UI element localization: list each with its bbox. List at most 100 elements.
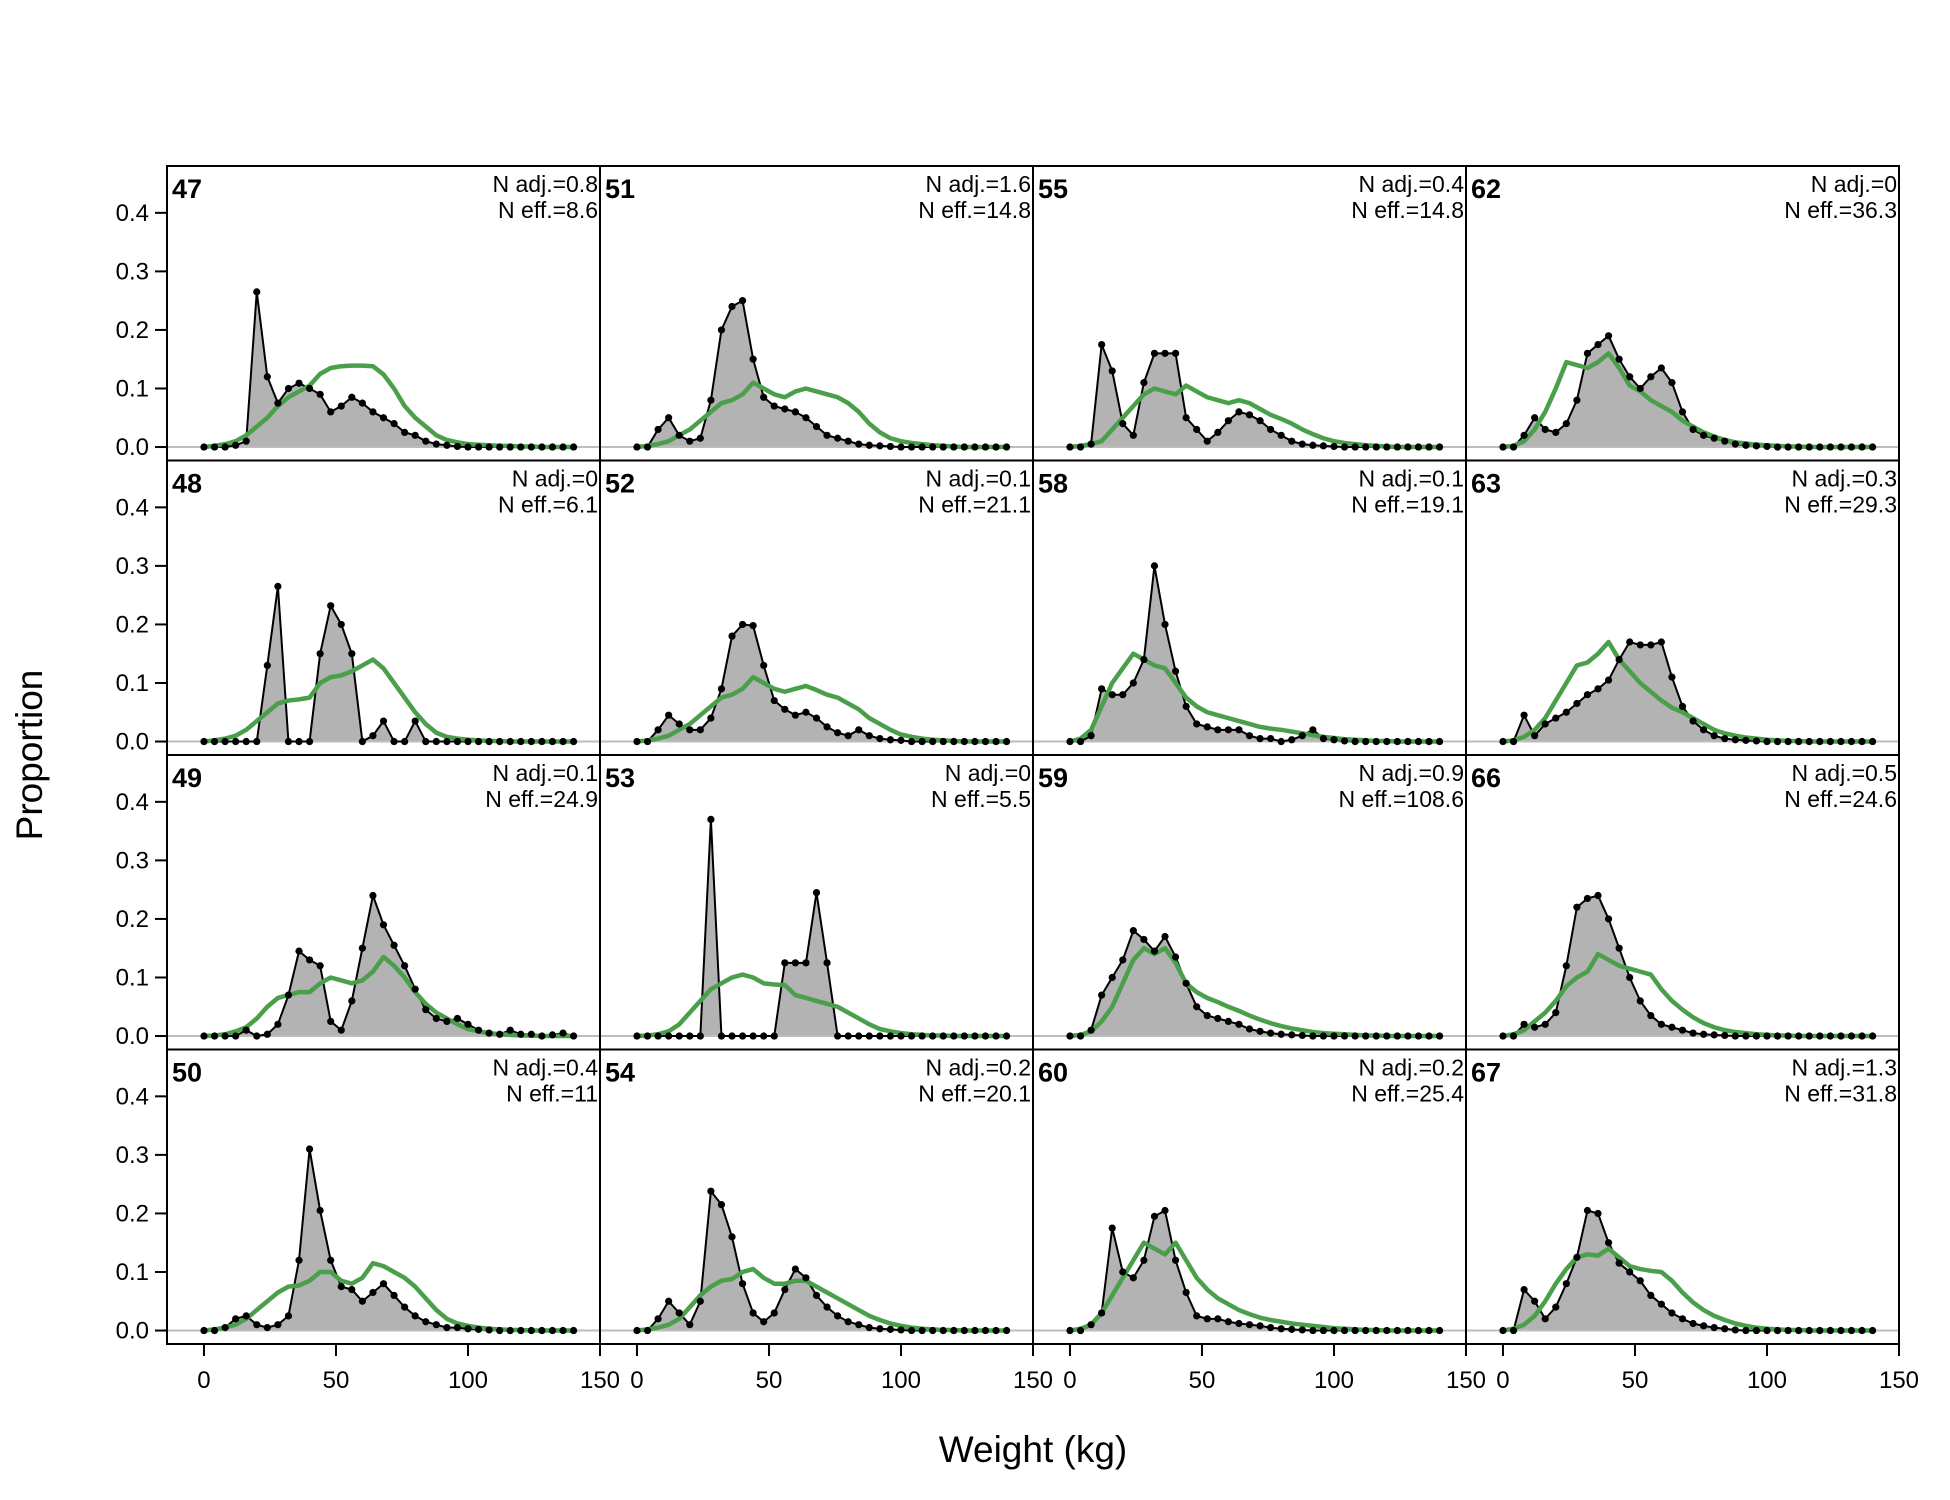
observed-point bbox=[886, 736, 895, 744]
observed-point bbox=[971, 443, 979, 451]
observed-point bbox=[1383, 1326, 1391, 1335]
observed-point bbox=[1330, 736, 1338, 744]
observed-point bbox=[379, 921, 388, 929]
observed-point bbox=[1087, 732, 1095, 740]
observed-point bbox=[950, 443, 958, 451]
observed-point bbox=[1393, 1032, 1401, 1040]
x-tick-label: 150 bbox=[580, 1367, 620, 1394]
observed-point bbox=[422, 1318, 430, 1326]
observed-point bbox=[1520, 431, 1528, 439]
observed-point bbox=[295, 737, 303, 746]
observed-point bbox=[675, 431, 683, 439]
observed-point bbox=[496, 737, 504, 746]
observed-point bbox=[939, 443, 947, 451]
n-eff-label: N eff.=5.5 bbox=[931, 786, 1031, 812]
observed-point bbox=[907, 1032, 916, 1040]
observed-point bbox=[1372, 737, 1380, 746]
observed-point bbox=[1319, 1032, 1328, 1040]
x-tick-label: 150 bbox=[1446, 1367, 1486, 1394]
observed-point bbox=[1721, 1325, 1729, 1333]
observed-point bbox=[812, 1291, 821, 1300]
observed-point bbox=[907, 443, 916, 451]
observed-point bbox=[1805, 737, 1813, 746]
panel-51: 51 N adj.=1.6N eff.=14.8 bbox=[599, 165, 1034, 462]
panel-id-label: 51 bbox=[605, 174, 635, 204]
observed-point bbox=[1140, 655, 1148, 664]
observed-point bbox=[728, 302, 736, 311]
y-tick-label: 0.2 bbox=[116, 1200, 149, 1227]
observed-point bbox=[770, 1032, 778, 1040]
observed-point bbox=[474, 443, 483, 451]
observed-point bbox=[675, 1309, 683, 1317]
observed-point bbox=[1330, 442, 1338, 451]
y-tick-label: 0.3 bbox=[116, 1142, 149, 1169]
observed-point bbox=[348, 650, 356, 658]
observed-point bbox=[422, 1006, 430, 1014]
observed-point bbox=[1351, 1032, 1359, 1040]
observed-point bbox=[1066, 737, 1074, 746]
observed-point bbox=[1763, 737, 1771, 746]
observed-point bbox=[1868, 737, 1877, 746]
observed-point bbox=[232, 1315, 240, 1323]
observed-point bbox=[918, 737, 926, 746]
x-tick-label: 0 bbox=[1496, 1367, 1509, 1394]
observed-point bbox=[200, 1326, 208, 1335]
observed-point bbox=[527, 1326, 535, 1335]
observed-point bbox=[1710, 732, 1718, 740]
panel-id-label: 58 bbox=[1038, 469, 1068, 499]
observed-point bbox=[1583, 894, 1592, 903]
observed-point bbox=[1858, 443, 1866, 451]
n-eff-label: N eff.=21.1 bbox=[918, 492, 1031, 518]
observed-point bbox=[1731, 1032, 1739, 1040]
observed-point bbox=[929, 1032, 937, 1040]
observed-point bbox=[865, 1032, 873, 1040]
observed-point bbox=[242, 1026, 250, 1034]
observed-point bbox=[348, 997, 356, 1005]
observed-point bbox=[865, 732, 873, 740]
n-eff-label: N eff.=36.3 bbox=[1784, 197, 1897, 223]
observed-point bbox=[1140, 1256, 1148, 1264]
observed-point bbox=[506, 1326, 514, 1335]
panel-60: 60 N adj.=0.2N eff.=25.4 0 50 100 150 bbox=[1032, 1048, 1486, 1394]
observed-point bbox=[284, 384, 293, 393]
y-tick-label: 0.3 bbox=[116, 258, 149, 285]
observed-point bbox=[1235, 726, 1243, 734]
panel-47: 47 N adj.=0.8N eff.=8.6 0.0 0.1 0.2 0.3 0.4 bbox=[116, 165, 601, 462]
observed-point bbox=[506, 737, 514, 746]
panel-id-label: 63 bbox=[1471, 469, 1501, 499]
observed-point bbox=[305, 956, 314, 964]
observed-point bbox=[1319, 1326, 1328, 1335]
y-tick-label: 0.0 bbox=[116, 1023, 149, 1050]
observed-point bbox=[1245, 732, 1254, 740]
observed-point bbox=[1108, 1224, 1116, 1232]
observed-point bbox=[548, 443, 557, 451]
observed-point bbox=[559, 443, 567, 451]
observed-point bbox=[485, 1029, 493, 1037]
observed-point bbox=[802, 414, 810, 422]
observed-point bbox=[453, 442, 462, 451]
observed-point bbox=[1615, 655, 1623, 664]
observed-point bbox=[1340, 1326, 1349, 1335]
n-adj-label: N adj.=0.9 bbox=[1359, 760, 1465, 786]
observed-point bbox=[1193, 1312, 1201, 1320]
observed-point bbox=[1108, 367, 1116, 375]
observed-point bbox=[1626, 638, 1634, 646]
observed-point bbox=[770, 696, 778, 705]
observed-point bbox=[1414, 737, 1423, 746]
observed-point bbox=[1351, 443, 1359, 451]
observed-point bbox=[496, 1030, 504, 1038]
observed-point bbox=[802, 1274, 810, 1282]
observed-point bbox=[496, 443, 504, 451]
observed-point bbox=[517, 1326, 525, 1335]
observed-point bbox=[1710, 1324, 1718, 1332]
observed-point bbox=[1700, 1322, 1708, 1330]
observed-point bbox=[1171, 1256, 1180, 1264]
observed-point bbox=[517, 1030, 525, 1038]
observed-point bbox=[1224, 726, 1232, 734]
observed-point bbox=[749, 355, 757, 363]
n-eff-label: N eff.=6.1 bbox=[498, 492, 598, 518]
observed-point bbox=[1129, 927, 1137, 935]
expected-line bbox=[203, 954, 574, 1039]
observed-point bbox=[992, 443, 1000, 451]
observed-point bbox=[506, 1026, 514, 1034]
